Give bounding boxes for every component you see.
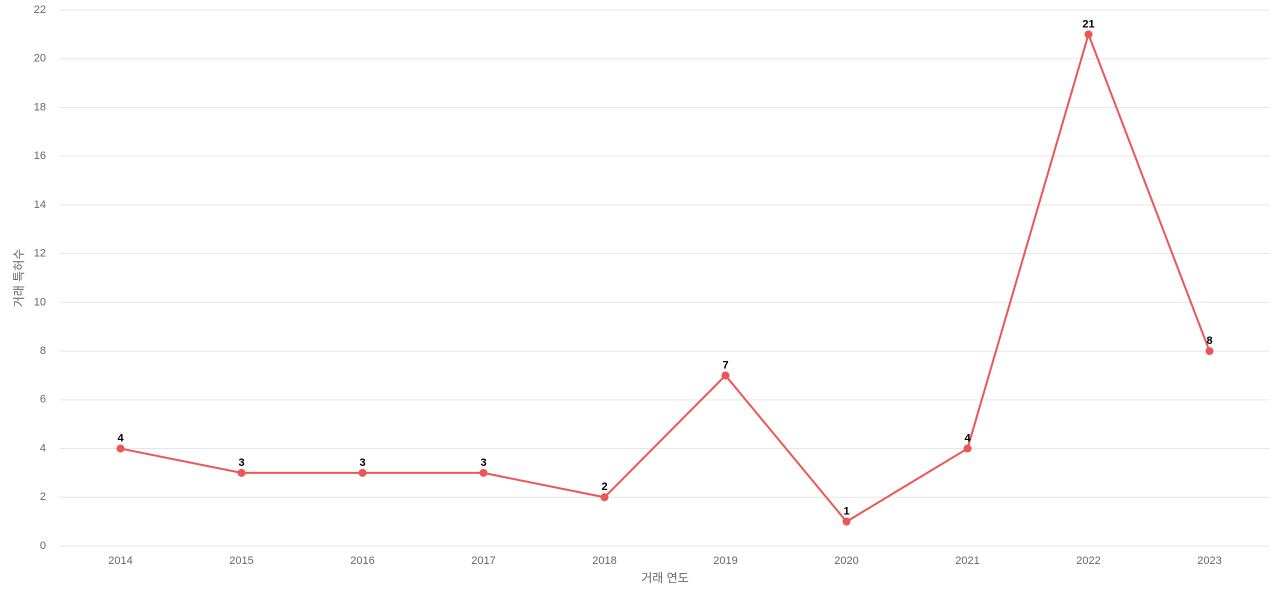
x-axis-title: 거래 연도 bbox=[641, 571, 689, 585]
point bbox=[963, 444, 972, 453]
value-label: 7 bbox=[722, 359, 728, 371]
x-tick-label: 2016 bbox=[350, 555, 374, 567]
value-label: 1 bbox=[843, 506, 849, 518]
y-tick-label: 4 bbox=[40, 442, 46, 454]
point bbox=[479, 468, 488, 477]
y-tick-label: 6 bbox=[40, 394, 46, 406]
point bbox=[721, 371, 730, 380]
y-tick-label: 0 bbox=[40, 540, 46, 552]
x-tick-label: 2014 bbox=[108, 555, 132, 567]
point bbox=[358, 468, 367, 477]
value-label: 4 bbox=[117, 432, 124, 444]
point bbox=[600, 493, 609, 502]
y-tick-label: 22 bbox=[34, 4, 46, 16]
value-label: 3 bbox=[359, 457, 365, 469]
x-tick-label: 2022 bbox=[1076, 555, 1100, 567]
value-label: 4 bbox=[964, 432, 971, 444]
x-tick-label: 2019 bbox=[713, 555, 737, 567]
point bbox=[237, 468, 246, 477]
point bbox=[842, 517, 851, 526]
x-tick-label: 2020 bbox=[834, 555, 858, 567]
point bbox=[116, 444, 125, 453]
y-tick-label: 14 bbox=[34, 199, 46, 211]
x-tick-label: 2023 bbox=[1197, 555, 1221, 567]
x-tick-label: 2017 bbox=[471, 555, 495, 567]
y-tick-label: 2 bbox=[40, 491, 46, 503]
x-tick-label: 2021 bbox=[955, 555, 979, 567]
y-tick-label: 12 bbox=[34, 248, 46, 260]
line bbox=[120, 31, 1211, 523]
value-label: 8 bbox=[1206, 335, 1212, 347]
y-tick-label: 8 bbox=[40, 345, 46, 357]
y-axis-title: 거래 특허수 bbox=[12, 249, 26, 308]
point bbox=[1084, 30, 1093, 39]
value-label: 2 bbox=[601, 481, 607, 493]
y-tick-label: 18 bbox=[34, 101, 46, 113]
y-tick-label: 20 bbox=[34, 53, 46, 65]
y-tick-label: 16 bbox=[34, 150, 46, 162]
x-tick-label: 2018 bbox=[592, 555, 616, 567]
y-tick-label: 10 bbox=[34, 296, 46, 308]
point bbox=[1205, 347, 1214, 356]
value-label: 21 bbox=[1082, 18, 1094, 30]
x-tick-label: 2015 bbox=[229, 555, 253, 567]
value-label: 3 bbox=[480, 457, 486, 469]
value-label: 3 bbox=[238, 457, 244, 469]
